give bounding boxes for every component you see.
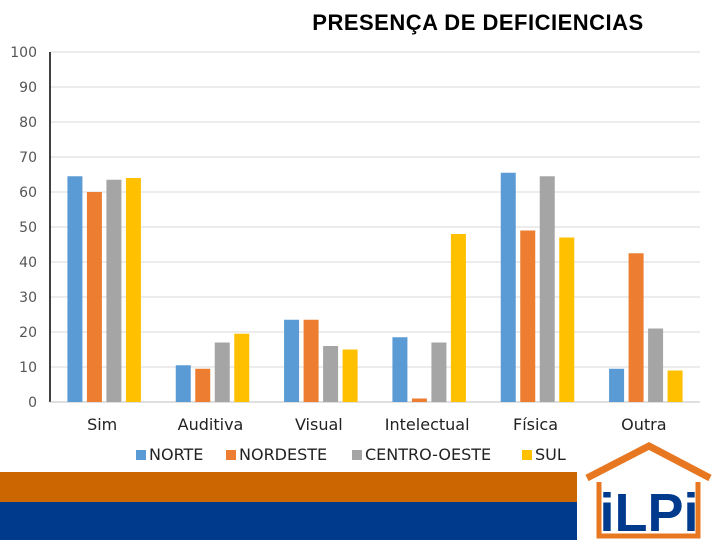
gridlines <box>50 51 700 368</box>
y-tick-label: 100 <box>10 45 37 61</box>
y-tick-label: 50 <box>19 220 37 236</box>
bar-sul-4 <box>559 237 575 402</box>
bar-sul-1 <box>234 333 250 402</box>
bar-centro-oeste-1 <box>214 342 230 402</box>
bar-norte-2 <box>284 319 300 402</box>
y-tick-label: 10 <box>19 360 37 376</box>
category-label: Intelectual <box>385 415 470 434</box>
y-tick-label: 40 <box>19 255 37 271</box>
bar-norte-3 <box>392 337 408 402</box>
bar-sul-5 <box>667 370 683 402</box>
bar-nordeste-0 <box>86 192 102 402</box>
category-label: Auditiva <box>178 415 244 434</box>
y-tick-label: 90 <box>19 80 37 96</box>
ilpi-logo: iLPi <box>577 438 720 543</box>
bar-sul-3 <box>450 234 466 402</box>
y-tick-label: 20 <box>19 325 37 341</box>
category-label: Outra <box>621 415 666 434</box>
bar-nordeste-4 <box>520 230 536 402</box>
legend-swatch <box>352 450 362 460</box>
legend-swatch <box>136 450 146 460</box>
bar-nordeste-5 <box>628 253 644 402</box>
category-label: Física <box>513 415 558 434</box>
bar-centro-oeste-4 <box>539 176 555 402</box>
bar-norte-4 <box>500 172 516 402</box>
bar-nordeste-3 <box>411 398 427 402</box>
bar-nordeste-1 <box>195 368 211 402</box>
y-tick-label: 80 <box>19 115 37 131</box>
bar-centro-oeste-2 <box>323 346 339 402</box>
y-tick-label: 60 <box>19 185 37 201</box>
house-logo-icon: iLPi <box>585 442 712 543</box>
legend-label: CENTRO-OESTE <box>365 445 491 464</box>
bar-centro-oeste-3 <box>431 342 447 402</box>
y-tick-label: 30 <box>19 290 37 306</box>
chart-title: PRESENÇA DE DEFICIENCIAS <box>312 10 644 35</box>
bar-chart: 0 10 20 30 40 50 60 70 80 90 100 Sim Auditiva Visual… <box>10 45 700 464</box>
category-label: Sim <box>87 415 117 434</box>
logo-text: iLPi <box>599 483 698 540</box>
bar-sul-2 <box>342 349 358 402</box>
bar-centro-oeste-5 <box>648 328 664 402</box>
legend-label: NORTE <box>149 445 203 464</box>
category-label: Visual <box>295 415 343 434</box>
bars <box>67 172 683 402</box>
axes <box>49 52 700 403</box>
y-tick-label: 70 <box>19 150 37 166</box>
legend-label: SUL <box>535 445 566 464</box>
bar-norte-5 <box>609 368 625 402</box>
bar-norte-0 <box>67 176 83 402</box>
bar-nordeste-2 <box>303 319 319 402</box>
x-axis-categories: Sim Auditiva Visual Intelectual Física Outra <box>87 415 666 434</box>
bar-centro-oeste-0 <box>106 179 122 402</box>
bar-norte-1 <box>175 365 191 402</box>
legend-label: NORDESTE <box>239 445 327 464</box>
legend-swatch <box>522 450 532 460</box>
bar-sul-0 <box>125 178 141 402</box>
legend: NORTE NORDESTE CENTRO-OESTE SUL <box>136 445 566 464</box>
y-axis-ticks: 0 10 20 30 40 50 60 70 80 90 100 <box>10 45 37 411</box>
y-tick-label: 0 <box>28 395 37 411</box>
legend-swatch <box>226 450 236 460</box>
